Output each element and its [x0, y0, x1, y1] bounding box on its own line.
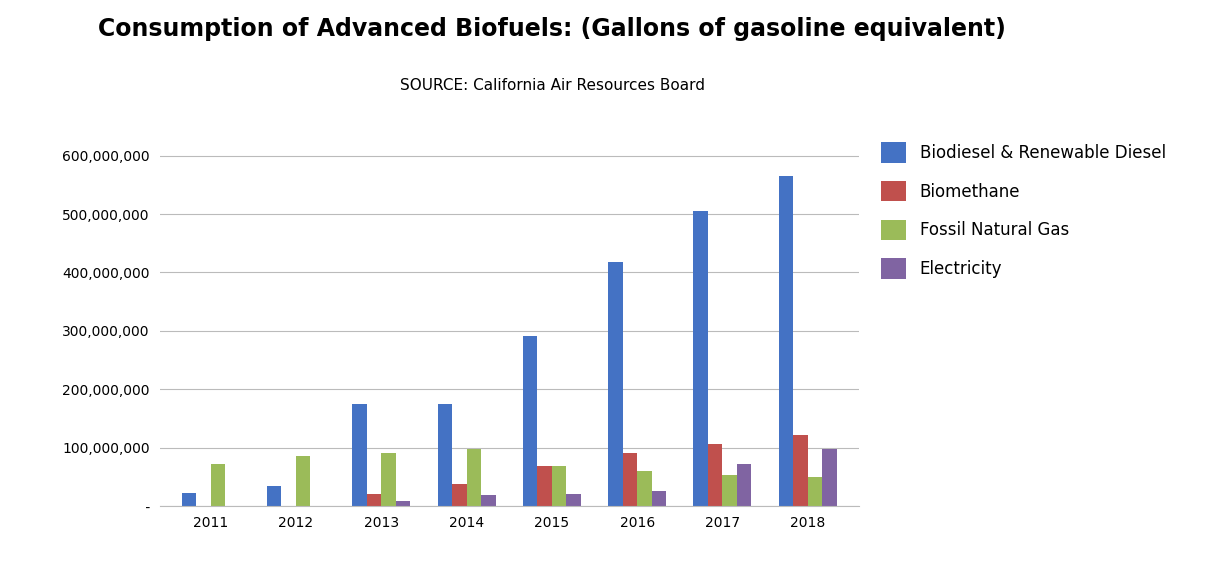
Bar — [793, 435, 807, 506]
Bar — [438, 404, 452, 506]
Legend: Biodiesel & Renewable Diesel, Biomethane, Fossil Natural Gas, Electricity: Biodiesel & Renewable Diesel, Biomethane… — [881, 143, 1166, 279]
Bar — [481, 496, 496, 506]
Bar — [723, 475, 737, 506]
Bar — [622, 454, 637, 506]
Bar — [822, 450, 837, 506]
Bar — [352, 404, 367, 506]
Text: Consumption of Advanced Biofuels: (Gallons of gasoline equivalent): Consumption of Advanced Biofuels: (Gallo… — [98, 17, 1006, 41]
Bar — [396, 501, 410, 506]
Bar — [652, 492, 666, 506]
Bar — [296, 457, 310, 506]
Bar — [637, 471, 652, 506]
Bar — [382, 454, 396, 506]
Bar — [466, 450, 481, 506]
Bar — [693, 211, 708, 506]
Bar — [779, 176, 793, 506]
Bar — [182, 493, 196, 506]
Bar — [552, 466, 567, 506]
Bar — [807, 477, 822, 506]
Bar — [737, 464, 751, 506]
Bar — [567, 494, 580, 506]
Bar — [211, 464, 226, 506]
Bar — [367, 494, 382, 506]
Bar — [452, 484, 466, 506]
Bar — [267, 485, 281, 506]
Bar — [609, 262, 622, 506]
Text: SOURCE: California Air Resources Board: SOURCE: California Air Resources Board — [400, 78, 704, 93]
Bar — [523, 336, 537, 506]
Bar — [537, 466, 552, 506]
Bar — [708, 443, 723, 506]
